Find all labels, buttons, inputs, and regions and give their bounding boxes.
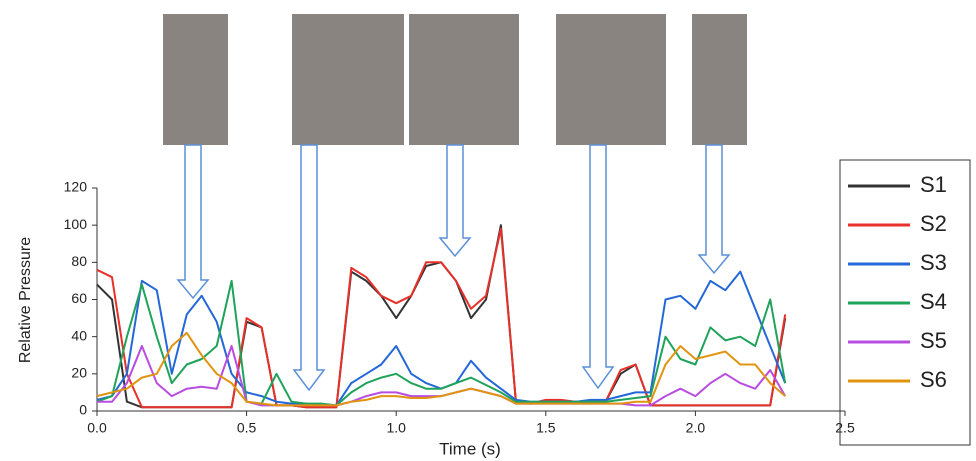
arrow xyxy=(176,144,210,300)
arrows xyxy=(176,144,731,392)
y-axis-title: Relative Pressure xyxy=(17,237,34,363)
legend-label: S6 xyxy=(920,367,947,392)
arrow xyxy=(697,144,731,275)
arrow xyxy=(581,144,615,390)
x-tick-label: 2.0 xyxy=(686,420,706,436)
series-line xyxy=(96,331,786,407)
y-tick-label: 60 xyxy=(71,290,87,306)
x-tick-label: 0.5 xyxy=(237,420,257,436)
y-tick-label: 20 xyxy=(71,365,87,381)
legend-label: S2 xyxy=(920,211,947,236)
y-tick-label: 100 xyxy=(64,216,88,232)
x-tick-label: 1.5 xyxy=(536,420,556,436)
series-line xyxy=(96,227,787,409)
arrow xyxy=(292,144,326,392)
legend-label: S5 xyxy=(920,328,947,353)
x-tick-label: 0.0 xyxy=(87,420,107,436)
y-tick-label: 80 xyxy=(71,253,87,269)
x-axis-title: Time (s) xyxy=(439,439,501,458)
photos xyxy=(163,14,747,145)
photo xyxy=(692,14,747,145)
x-tick-label: 2.5 xyxy=(835,420,855,436)
series-line xyxy=(96,279,787,407)
y-tick-label: 120 xyxy=(64,179,88,195)
photo xyxy=(163,14,228,145)
legend-label: S1 xyxy=(920,172,947,197)
arrow xyxy=(438,144,472,258)
y-tick-label: 40 xyxy=(71,327,87,343)
photo xyxy=(292,14,404,145)
legend-label: S4 xyxy=(920,289,947,314)
legend-label: S3 xyxy=(920,250,947,275)
photo xyxy=(409,14,519,145)
photo xyxy=(556,14,666,145)
y-tick-label: 0 xyxy=(79,402,87,418)
series-line xyxy=(96,270,787,407)
x-tick-label: 1.0 xyxy=(386,420,406,436)
